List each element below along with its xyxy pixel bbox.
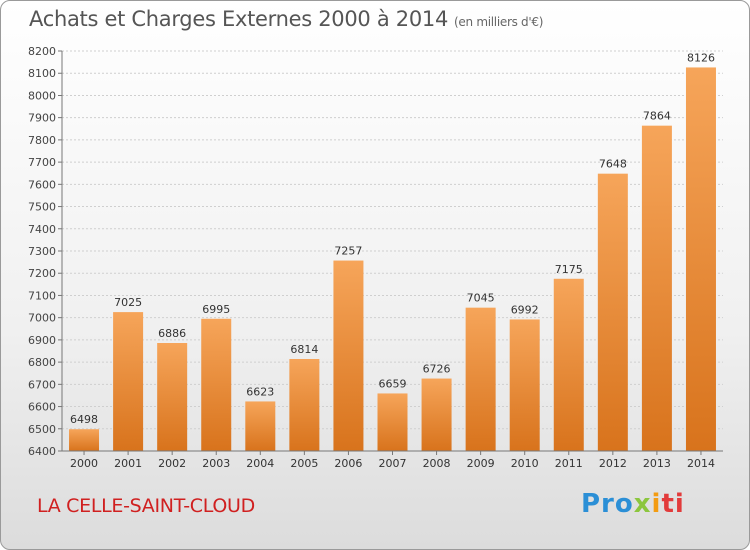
x-tick-label: 2004 — [246, 457, 274, 470]
data-label: 7648 — [599, 158, 627, 171]
x-tick-label: 2007 — [379, 457, 407, 470]
y-tick-label: 6400 — [28, 445, 56, 458]
data-label: 8126 — [687, 51, 715, 64]
data-label: 6623 — [246, 385, 274, 398]
x-tick-label: 2009 — [467, 457, 495, 470]
bar-2013 — [641, 125, 672, 452]
bar-2014 — [685, 67, 716, 451]
data-label: 6814 — [290, 343, 318, 356]
data-label: 6498 — [70, 413, 98, 426]
y-tick-label: 7000 — [28, 312, 56, 325]
data-label: 6995 — [202, 303, 230, 316]
data-label: 7045 — [467, 292, 495, 305]
y-tick-label: 7400 — [28, 223, 56, 236]
bar-2001 — [113, 312, 144, 451]
data-label: 6726 — [423, 363, 451, 376]
bar-2007 — [377, 393, 408, 451]
y-tick-label: 7500 — [28, 201, 56, 214]
bar-2012 — [597, 173, 628, 451]
commune-name: LA CELLE-SAINT-CLOUD — [37, 495, 255, 517]
data-label: 7175 — [555, 263, 583, 276]
y-tick-label: 6900 — [28, 334, 56, 347]
bar-2005 — [289, 359, 320, 451]
x-tick-label: 2012 — [599, 457, 627, 470]
y-tick-label: 8100 — [28, 67, 56, 80]
y-tick-label: 6500 — [28, 423, 56, 436]
x-tick-label: 2003 — [202, 457, 230, 470]
y-tick-label: 7900 — [28, 112, 56, 125]
bar-2002 — [157, 343, 188, 451]
y-tick-label: 7600 — [28, 178, 56, 191]
x-tick-label: 2013 — [643, 457, 671, 470]
proxiti-logo: Proxiti — [581, 489, 685, 519]
x-tick-label: 2006 — [334, 457, 362, 470]
bar-2006 — [333, 260, 364, 451]
x-tick-label: 2002 — [158, 457, 186, 470]
y-tick-label: 6600 — [28, 401, 56, 414]
data-label: 7025 — [114, 296, 142, 309]
x-tick-label: 2005 — [290, 457, 318, 470]
bar-2008 — [421, 378, 452, 451]
data-label: 6886 — [158, 327, 186, 340]
y-tick-label: 7700 — [28, 156, 56, 169]
axes — [58, 50, 723, 455]
chart-subtitle: (en milliers d'€) — [454, 15, 544, 29]
chart-title: Achats et Charges Externes 2000 à 2014 (e… — [29, 7, 543, 31]
y-tick-label: 6800 — [28, 356, 56, 369]
bar-2010 — [509, 319, 540, 451]
x-tick-label: 2014 — [687, 457, 715, 470]
y-tick-label: 8000 — [28, 89, 56, 102]
y-tick-label: 8200 — [28, 45, 56, 58]
x-tick-label: 2008 — [423, 457, 451, 470]
bar-2000 — [69, 429, 100, 451]
data-label: 6659 — [379, 377, 407, 390]
bar-2011 — [553, 278, 584, 451]
data-label: 6992 — [511, 303, 539, 316]
data-label: 7257 — [334, 245, 362, 258]
bar-2004 — [245, 401, 276, 451]
data-label: 7864 — [643, 110, 671, 123]
labels: 6400 6500 6600 6700 6800 6900 7000 7100 7200 7300… — [28, 45, 715, 470]
y-tick-label: 7300 — [28, 245, 56, 258]
y-tick-label: 6700 — [28, 378, 56, 391]
x-tick-label: 2000 — [70, 457, 98, 470]
x-tick-label: 2010 — [511, 457, 539, 470]
x-tick-label: 2011 — [555, 457, 583, 470]
x-tick-label: 2001 — [114, 457, 142, 470]
bars — [69, 67, 716, 452]
title-text: Achats et Charges Externes 2000 à 2014 — [29, 7, 449, 31]
y-tick-label: 7100 — [28, 289, 56, 302]
bar-2003 — [201, 318, 232, 451]
bar-2009 — [465, 307, 496, 451]
y-tick-label: 7800 — [28, 134, 56, 147]
y-tick-label: 7200 — [28, 267, 56, 280]
